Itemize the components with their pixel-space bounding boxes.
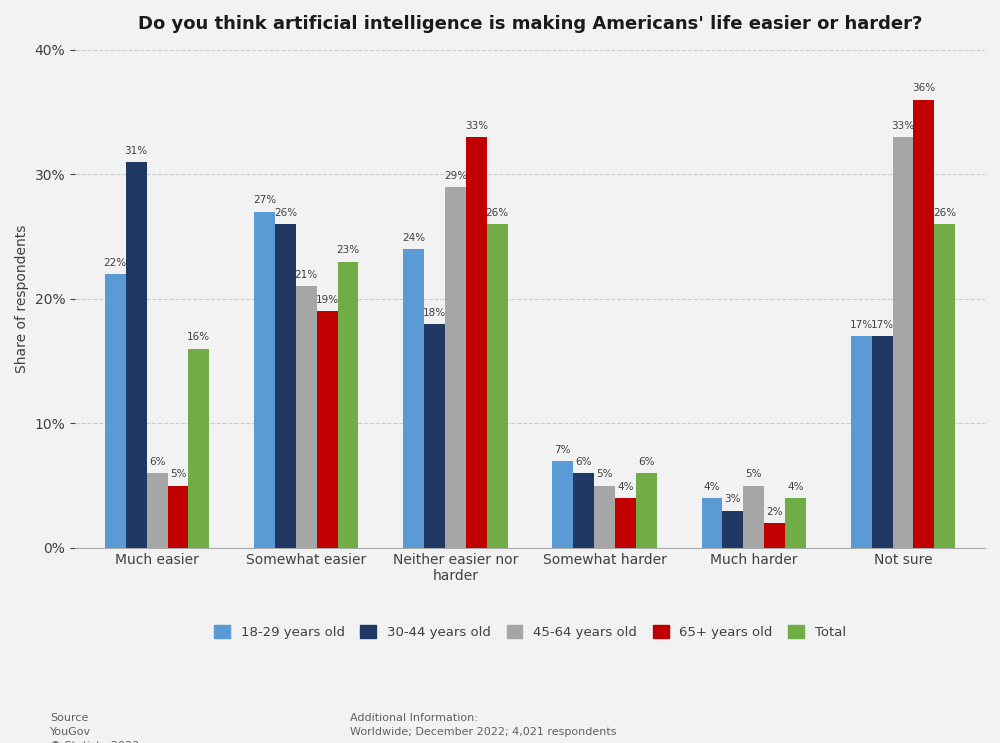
Bar	[338, 262, 358, 548]
Text: 6%: 6%	[149, 457, 165, 467]
Bar	[317, 311, 338, 548]
Bar	[403, 249, 424, 548]
Bar	[913, 100, 934, 548]
Text: 21%: 21%	[295, 270, 318, 280]
Bar	[275, 224, 296, 548]
Text: 16%: 16%	[187, 332, 210, 343]
Bar	[872, 337, 893, 548]
Text: 26%: 26%	[486, 208, 509, 218]
Bar	[424, 324, 445, 548]
Bar	[573, 473, 594, 548]
Bar	[615, 498, 636, 548]
Bar	[105, 274, 126, 548]
Bar	[466, 137, 487, 548]
Bar	[893, 137, 913, 548]
Bar	[188, 348, 209, 548]
Text: 17%: 17%	[871, 320, 894, 330]
Text: 29%: 29%	[444, 171, 467, 181]
Text: 26%: 26%	[274, 208, 297, 218]
Bar	[487, 224, 508, 548]
Text: 5%: 5%	[596, 470, 613, 479]
Text: 31%: 31%	[125, 146, 148, 156]
Bar	[296, 287, 317, 548]
Bar	[785, 498, 806, 548]
Text: 4%: 4%	[787, 482, 804, 492]
Text: 7%: 7%	[555, 444, 571, 455]
Text: 26%: 26%	[933, 208, 956, 218]
Text: 6%: 6%	[638, 457, 655, 467]
Text: 22%: 22%	[104, 258, 127, 267]
Bar	[636, 473, 657, 548]
Bar	[702, 498, 722, 548]
Text: 27%: 27%	[253, 195, 276, 206]
Text: 3%: 3%	[725, 494, 741, 504]
Bar	[743, 486, 764, 548]
Bar	[764, 523, 785, 548]
Text: 24%: 24%	[402, 233, 425, 243]
Bar	[445, 186, 466, 548]
Bar	[147, 473, 168, 548]
Text: 5%: 5%	[746, 470, 762, 479]
Text: 5%: 5%	[170, 470, 186, 479]
Text: 4%: 4%	[704, 482, 720, 492]
Text: 17%: 17%	[850, 320, 873, 330]
Text: 2%: 2%	[766, 507, 783, 517]
Bar	[722, 510, 743, 548]
Title: Do you think artificial intelligence is making Americans' life easier or harder?: Do you think artificial intelligence is …	[138, 15, 922, 33]
Text: 4%: 4%	[617, 482, 634, 492]
Text: 36%: 36%	[912, 83, 935, 94]
Text: 33%: 33%	[465, 121, 488, 131]
Bar	[851, 337, 872, 548]
Text: 19%: 19%	[316, 295, 339, 305]
Text: Additional Information:
Worldwide; December 2022; 4,021 respondents: Additional Information: Worldwide; Decem…	[350, 713, 616, 737]
Bar	[934, 224, 955, 548]
Legend: 18-29 years old, 30-44 years old, 45-64 years old, 65+ years old, Total: 18-29 years old, 30-44 years old, 45-64 …	[209, 620, 851, 644]
Bar	[594, 486, 615, 548]
Text: 6%: 6%	[575, 457, 592, 467]
Bar	[552, 461, 573, 548]
Bar	[168, 486, 188, 548]
Text: 23%: 23%	[336, 245, 360, 256]
Y-axis label: Share of respondents: Share of respondents	[15, 224, 29, 373]
Text: 18%: 18%	[423, 308, 446, 317]
Bar	[254, 212, 275, 548]
Text: 33%: 33%	[891, 121, 915, 131]
Text: Source
YouGov
© Statista 2023: Source YouGov © Statista 2023	[50, 713, 139, 743]
Bar	[126, 162, 147, 548]
